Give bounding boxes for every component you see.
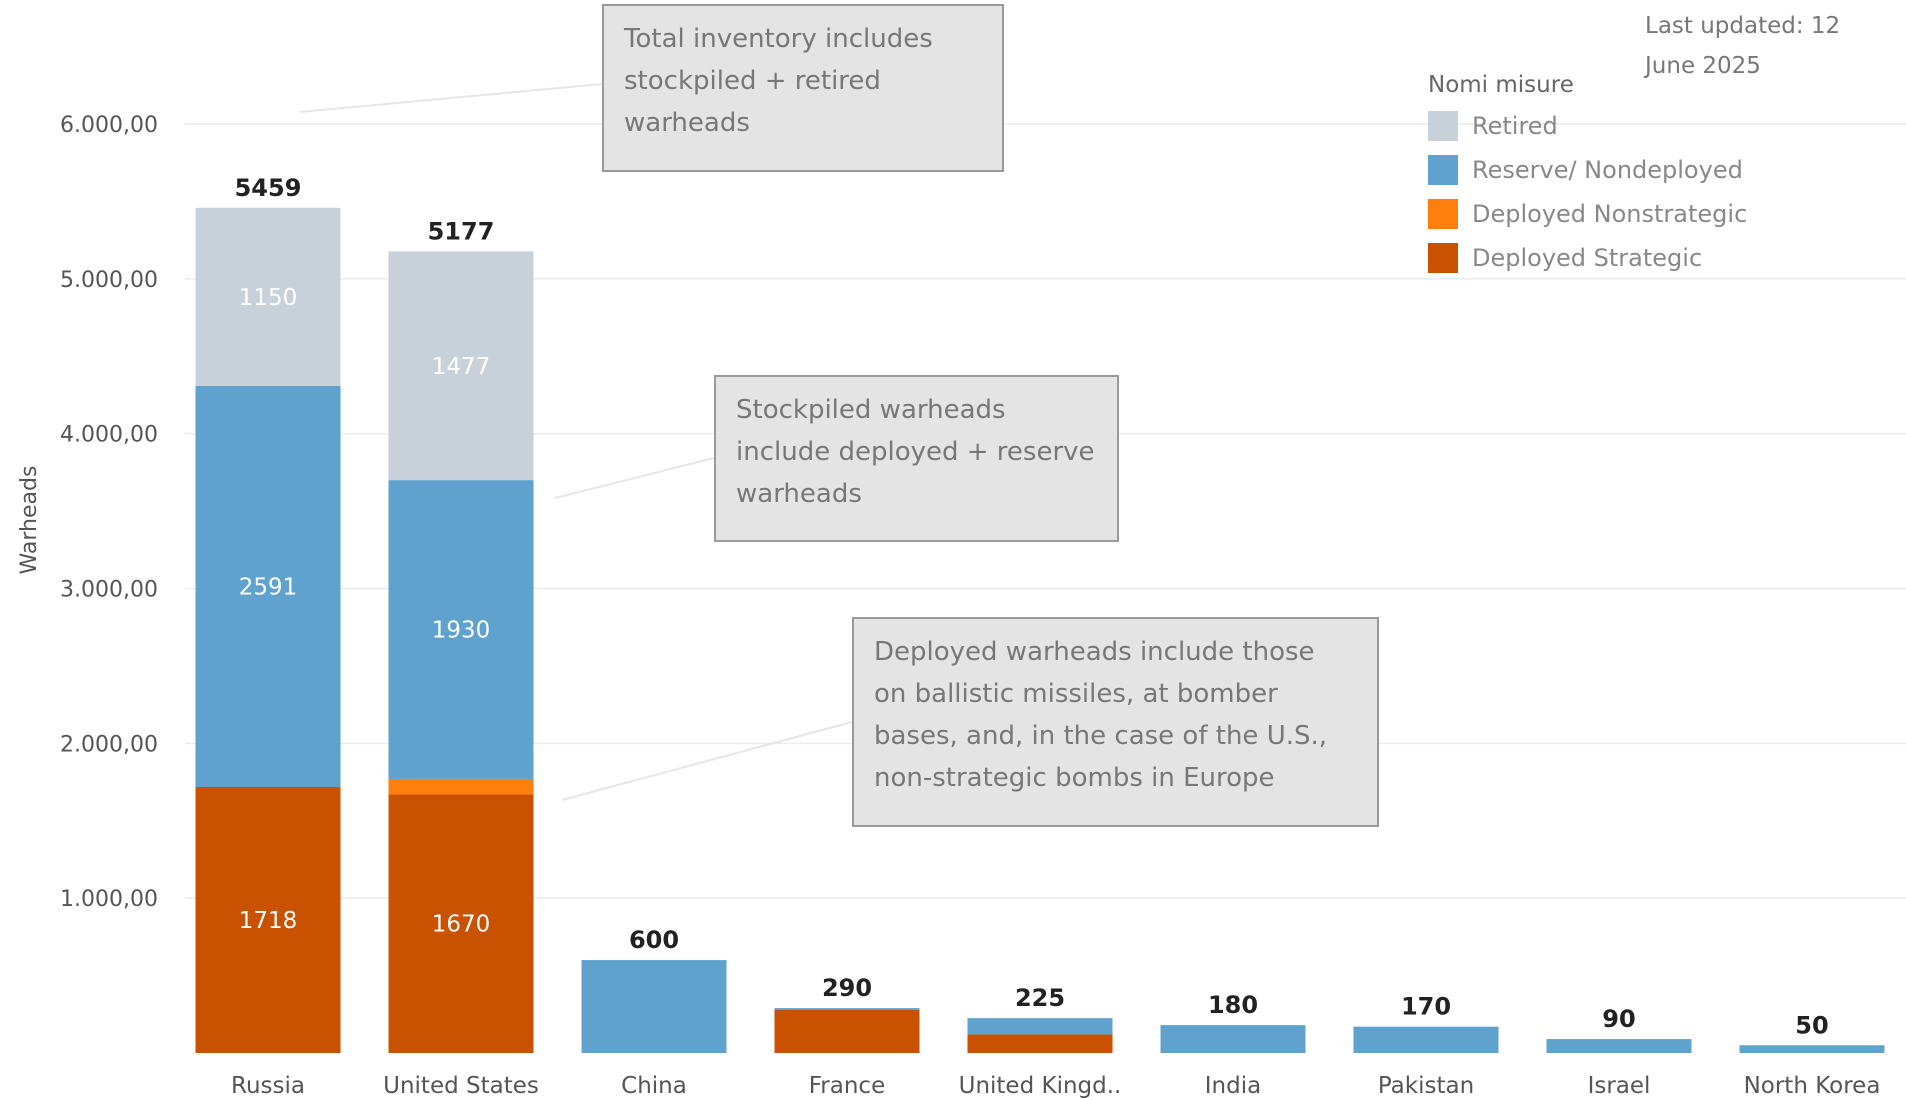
bar-total-label: 290 (822, 974, 872, 1002)
annotation-connector (299, 83, 603, 113)
annotation-stockpiled: Stockpiled warheads include deployed + r… (714, 375, 1119, 542)
bar-segment (388, 251, 534, 481)
legend-swatch-deployed-nonstrategic (1428, 199, 1458, 229)
x-tick-label: France (809, 1073, 885, 1099)
bar-segment (967, 1018, 1113, 1035)
bar-segment (195, 207, 341, 386)
last-updated-note: Last updated: 12 June 2025 (1645, 13, 1841, 79)
legend: Nomi misure Retired Reserve/ Nondeployed… (1428, 72, 1747, 280)
y-tick-label: 2.000,00 (60, 732, 158, 757)
bar-segment (774, 1008, 920, 1010)
bar-total-label: 5459 (235, 174, 302, 202)
bar-total-label: 180 (1208, 991, 1258, 1019)
bar-total-label: 50 (1795, 1011, 1828, 1039)
legend-label-deployed-strategic: Deployed Strategic (1472, 244, 1703, 272)
segment-value-label: 1477 (432, 354, 491, 380)
bar-segment (1160, 1025, 1306, 1053)
bar-segment (1739, 1045, 1885, 1053)
x-tick-label: India (1205, 1073, 1261, 1099)
segment-value-label: 1150 (239, 285, 298, 311)
bar-segment (1353, 1026, 1499, 1053)
segment-value-label: 1718 (239, 908, 298, 934)
legend-item-deployed-strategic: Deployed Strategic (1428, 236, 1747, 280)
bars (195, 207, 1885, 1053)
x-tick-label: North Korea (1744, 1073, 1881, 1099)
x-tick-label: Pakistan (1378, 1073, 1474, 1099)
bar-segment (581, 960, 727, 1053)
y-tick-label: 5.000,00 (60, 268, 158, 293)
legend-swatch-retired (1428, 111, 1458, 141)
legend-item-reserve: Reserve/ Nondeployed (1428, 148, 1747, 192)
annotation-total-inventory: Total inventory includes stockpiled + re… (602, 4, 1004, 172)
x-tick-label: United States (383, 1073, 539, 1099)
y-tick-label: 3.000,00 (60, 578, 158, 603)
legend-item-deployed-nonstrategic: Deployed Nonstrategic (1428, 192, 1747, 236)
segment-value-label: 1930 (432, 618, 491, 644)
bar-segment (967, 1034, 1113, 1053)
bar-segment (388, 794, 534, 1053)
legend-swatch-reserve (1428, 155, 1458, 185)
bar-total-label: 170 (1401, 993, 1451, 1021)
legend-title: Nomi misure (1428, 72, 1574, 98)
legend-label-reserve: Reserve/ Nondeployed (1472, 156, 1743, 184)
legend-label-retired: Retired (1472, 112, 1558, 140)
bar-segment (388, 480, 534, 779)
y-tick-label: 1.000,00 (60, 887, 158, 912)
bar-segment (1546, 1039, 1692, 1053)
bar-segment (195, 385, 341, 787)
bar-total-label: 600 (629, 926, 679, 954)
x-tick-label: Israel (1588, 1073, 1651, 1099)
legend-label-deployed-nonstrategic: Deployed Nonstrategic (1472, 200, 1748, 228)
bar-total-label: 5177 (428, 217, 495, 245)
y-axis-ticks: 1.000,00 2.000,00 3.000,00 4.000,00 5.000,00… (60, 113, 158, 912)
bar-total-label: 225 (1015, 984, 1065, 1012)
annotation-connector (554, 457, 715, 499)
bar-total-label: 90 (1602, 1005, 1635, 1033)
bar-labels: 1718 2591 1150 5459 1670 1930 1477 5177 600 290 22… (235, 174, 1829, 1039)
legend-swatch-deployed-strategic (1428, 243, 1458, 273)
legend-item-retired: Retired (1428, 104, 1747, 148)
bar-segment (195, 786, 341, 1053)
segment-value-label: 2591 (239, 574, 298, 600)
y-tick-label: 6.000,00 (60, 113, 158, 138)
bar-segment (388, 778, 534, 795)
annotation-connectors (299, 83, 853, 801)
y-axis-title: Warheads (17, 466, 42, 575)
annotation-connector (561, 721, 853, 801)
x-axis-labels: Russia United States China France United Kin… (231, 1073, 1880, 1099)
annotation-deployed: Deployed warheads include those on balli… (852, 617, 1379, 827)
y-tick-label: 4.000,00 (60, 423, 158, 448)
x-tick-label: United Kingd.. (959, 1073, 1122, 1099)
segment-value-label: 1670 (432, 912, 491, 938)
x-tick-label: China (621, 1073, 687, 1099)
x-tick-label: Russia (231, 1073, 305, 1099)
bar-segment (774, 1009, 920, 1053)
